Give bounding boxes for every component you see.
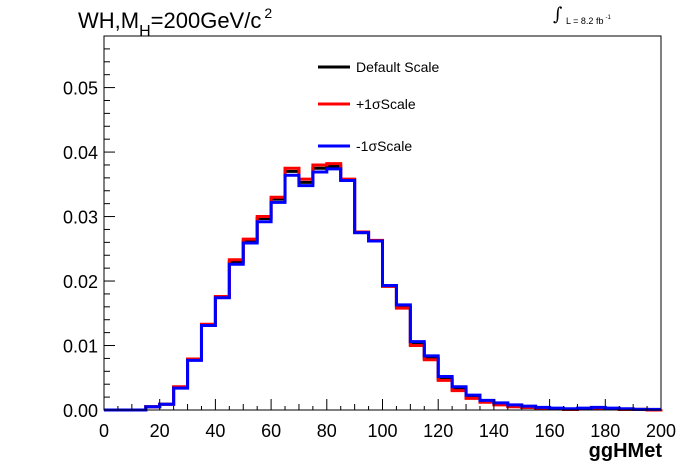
y-tick-label: 0.03 [63,208,98,228]
x-tick-label: 60 [261,421,281,441]
x-tick-label: 140 [479,421,509,441]
x-tick-label: 40 [205,421,225,441]
y-tick-label: 0.05 [63,79,98,99]
x-tick-label: 80 [317,421,337,441]
integral-sign: ∫ [553,4,563,25]
legend-label: +1σScale [356,96,416,112]
x-tick-label: 160 [535,421,565,441]
y-tick-label: 0.04 [63,143,98,163]
x-tick-label: 200 [646,421,676,441]
luminosity-label: ∫ L = 8.2 fb -1 [553,4,611,26]
x-tick-label: 180 [590,421,620,441]
x-tick-label: 20 [150,421,170,441]
x-axis-label: ggHMet [588,440,662,462]
x-tick-label: 120 [423,421,453,441]
y-tick-label: 0.01 [63,337,98,357]
chart-title: WH,MH=200GeV/c 2 [78,5,273,40]
legend-label: -1σScale [356,138,412,154]
series-line-3 [104,167,661,412]
x-tick-label: 0 [99,421,109,441]
x-tick-label: 100 [367,421,397,441]
y-tick-label: 0.00 [63,401,98,421]
y-tick-label: 0.02 [63,272,98,292]
legend-label: Default Scale [356,59,439,75]
plot-frame [103,35,662,411]
